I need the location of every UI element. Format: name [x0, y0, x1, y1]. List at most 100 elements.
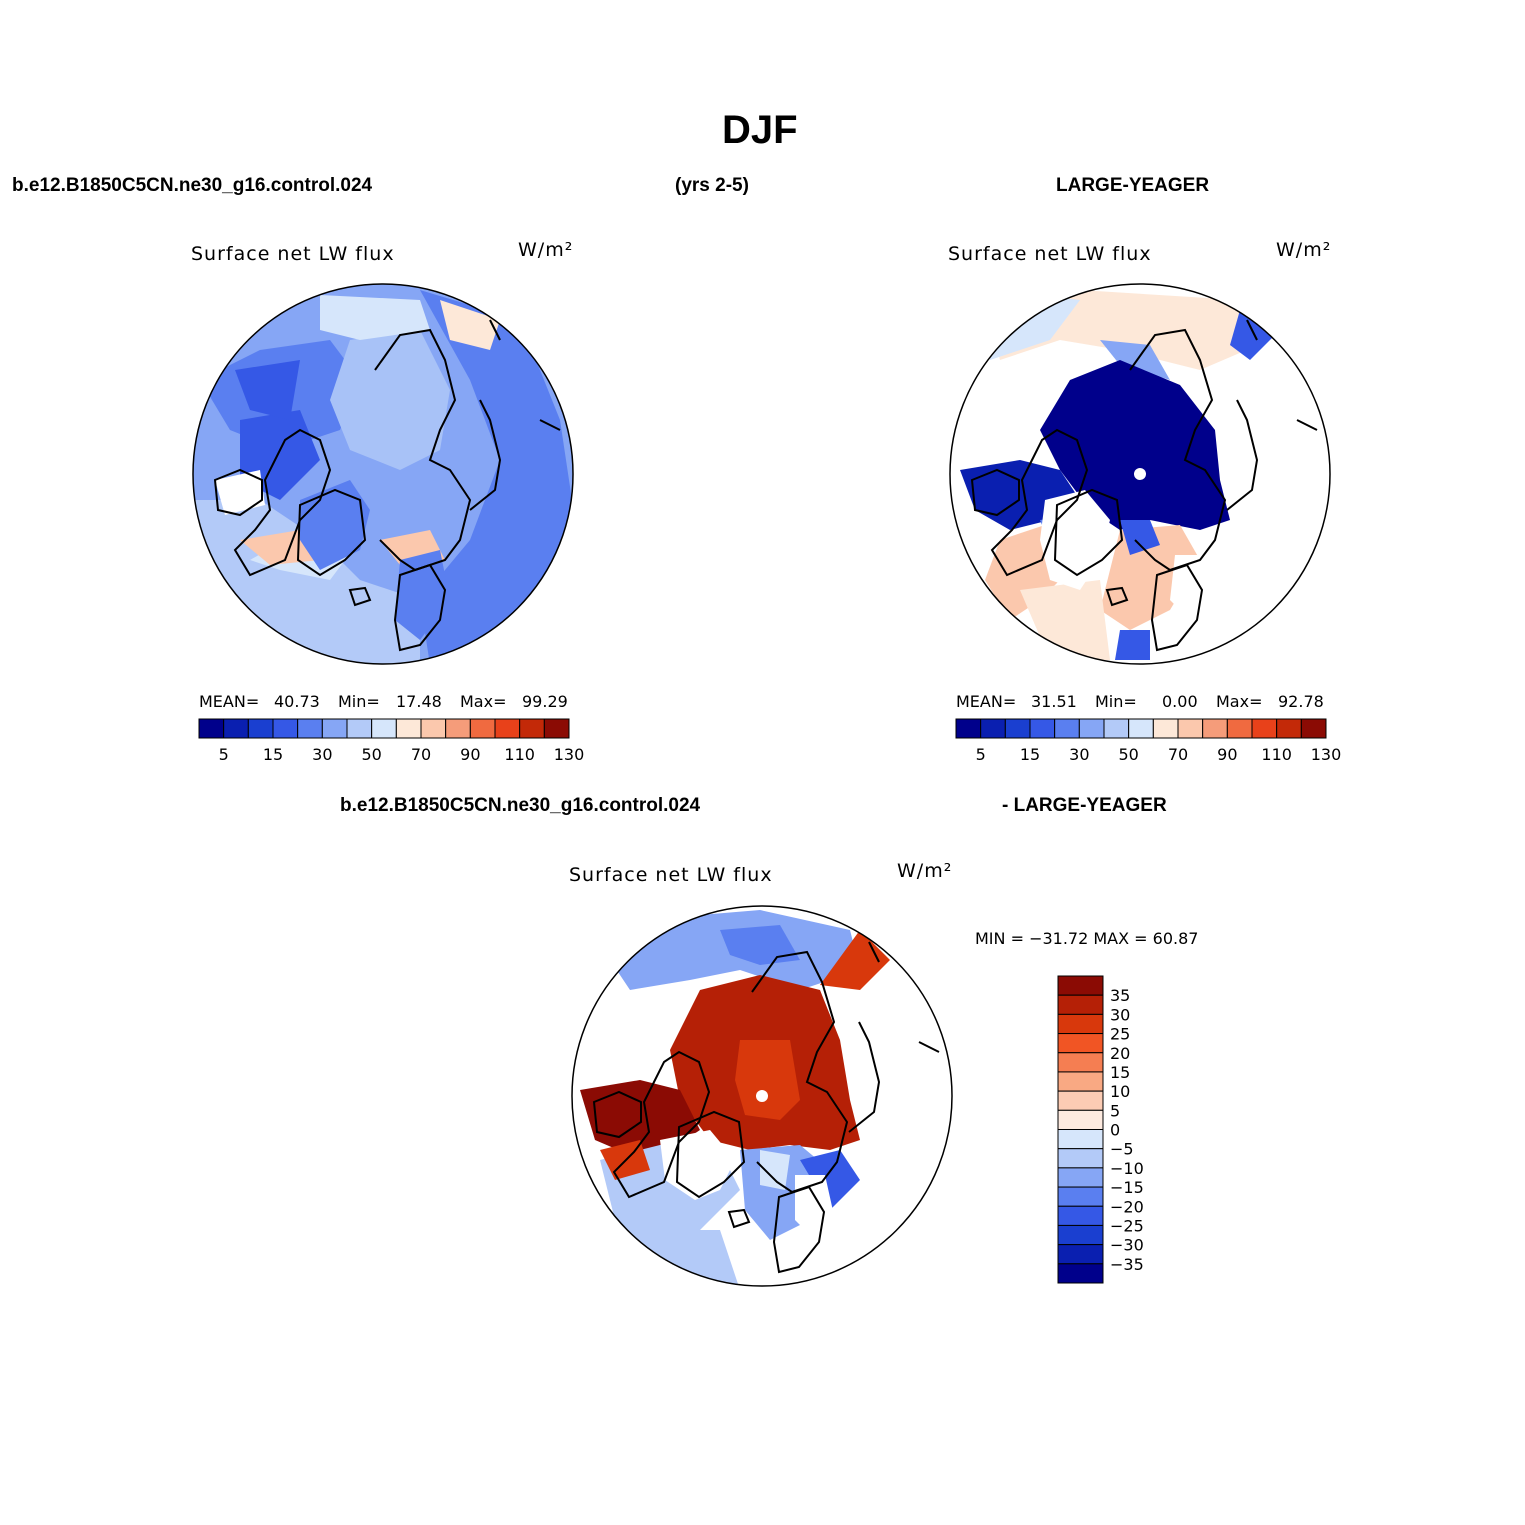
panel2-colorbar-box: [1128, 718, 1154, 739]
panel1-colorbar-box: [469, 718, 496, 739]
panel1-colorbar-box: [297, 718, 323, 739]
panel2-colorbar-box: [1078, 718, 1105, 739]
panel2-min-value: 0.00: [1162, 692, 1198, 711]
panel2-colorbar-box: [1226, 718, 1253, 739]
panel1-colorbar-box: [223, 718, 249, 739]
panel3-colorbar-tick-label: 15: [1110, 1063, 1130, 1082]
panel3-colorbar-box: [1057, 1071, 1104, 1092]
panel2-colorbar-tick-label: 15: [1020, 745, 1040, 764]
panel1-colorbar-tick-label: 50: [361, 745, 381, 764]
panel1-variable-label: Surface net LW flux: [191, 243, 395, 265]
panel3-colorbar-box: [1057, 1013, 1104, 1035]
panel2-colorbar-box: [1029, 718, 1056, 739]
panel3-colorbar-box: [1057, 1186, 1104, 1207]
panel3-colorbar-tick-label: 30: [1110, 1005, 1130, 1024]
panel3-colorbar-tick-label: 20: [1110, 1044, 1130, 1063]
panel1-colorbar-tick-label: 30: [312, 745, 332, 764]
panel3-variable-label: Surface net LW flux: [569, 864, 773, 886]
panel2-min-label: Min=: [1095, 692, 1137, 711]
panel2-pole-marker: [1134, 468, 1146, 480]
panel1-colorbar-box: [519, 718, 545, 739]
panel2-colorbar-tick-label: 90: [1217, 745, 1237, 764]
panel2-colorbar-tick-label: 30: [1069, 745, 1089, 764]
panel2-colorbar-box: [1054, 718, 1080, 739]
panel2-colorbar-tick-label: 130: [1311, 745, 1342, 764]
panel3-colorbar-tick-label: −30: [1110, 1236, 1144, 1255]
panel3-colorbar-box: [1057, 1052, 1104, 1073]
panel3-colorbar-tick-label: −20: [1110, 1197, 1144, 1216]
diff-case-header: b.e12.B1850C5CN.ne30_g16.control.024: [340, 795, 701, 816]
panel3-colorbar-tick-label: −15: [1110, 1178, 1144, 1197]
panel1-units-label: W/m²: [518, 239, 574, 261]
panel1-max-label: Max=: [460, 692, 507, 711]
panel2-colorbar-box: [1251, 718, 1278, 739]
panel1-colorbar-tick-label: 5: [219, 745, 229, 764]
panel1-map-border: [192, 283, 574, 665]
panel2-colorbar: 5 15 30 50 70 90 110 130: [955, 718, 1342, 764]
panel2-mean-label: MEAN=: [956, 692, 1017, 711]
panel2-colorbar-box: [1103, 718, 1130, 739]
panel1-colorbar-tick-label: 15: [263, 745, 283, 764]
panel2-colorbar-box: [955, 718, 982, 739]
panel1-colorbar-box: [395, 718, 422, 739]
panel2-colorbar-box: [980, 718, 1006, 739]
panel1-colorbar-box: [272, 718, 299, 739]
panel1-colorbar-tick-label: 70: [411, 745, 431, 764]
diff-obs-header: - LARGE-YEAGER: [1002, 795, 1167, 816]
panel2-map-border: [949, 283, 1331, 665]
panel3-colorbar-box: [1057, 1205, 1104, 1226]
panel1-coastlines: [213, 319, 561, 652]
panel2-colorbar-tick-label: 110: [1261, 745, 1292, 764]
panel3-units-label: W/m²: [897, 860, 953, 882]
panel1-max-value: 99.29: [522, 692, 568, 711]
panel1-colorbar-box: [543, 718, 570, 739]
panel1-colorbar: 5 15 30 50 70 90 110 130: [198, 718, 584, 764]
panel2-colorbar-box: [1276, 718, 1302, 739]
obs-name-header: LARGE-YEAGER: [1056, 175, 1210, 196]
panel2-colorbar-box: [1202, 718, 1228, 739]
panel1-colorbar-box: [445, 718, 471, 739]
panel1-min-label: Min=: [338, 692, 380, 711]
panel3-colorbar-tick-label: −35: [1110, 1255, 1144, 1274]
panel2-coastlines: [970, 319, 1318, 652]
panel1-colorbar-box: [420, 718, 447, 739]
panel2-colorbar-box: [1177, 718, 1204, 739]
panel1-colorbar-box: [198, 718, 225, 739]
panel2-mean-value: 31.51: [1031, 692, 1077, 711]
panel2-colorbar-tick-label: 70: [1168, 745, 1188, 764]
panel2-colorbar-box: [1300, 718, 1327, 739]
case-name-header: b.e12.B1850C5CN.ne30_g16.control.024: [12, 175, 373, 196]
panel3-colorbar-box: [1057, 975, 1104, 996]
panel1-colorbar-box: [371, 718, 397, 739]
panel1-mean-label: MEAN=: [199, 692, 260, 711]
panel1-colorbar-box: [247, 718, 274, 739]
panel1-colorbar-box: [321, 718, 348, 739]
panel2-colorbar-tick-label: 5: [976, 745, 986, 764]
panel3-colorbar-box: [1057, 1129, 1104, 1150]
panel3-colorbar-box: [1057, 1167, 1104, 1188]
panel3-colorbar-tick-label: −10: [1110, 1159, 1144, 1178]
panel3-colorbar-tick-label: 10: [1110, 1082, 1130, 1101]
panel3-colorbar-box: [1057, 1263, 1104, 1284]
panel2-units-label: W/m²: [1276, 239, 1332, 261]
panel3-colorbar-box: [1057, 1244, 1104, 1265]
panel2-colorbar-tick-label: 50: [1118, 745, 1138, 764]
panel3-colorbar-box: [1057, 994, 1104, 1015]
panel1-mean-value: 40.73: [274, 692, 320, 711]
panel3-pole-marker: [756, 1090, 768, 1102]
panel3-map-border: [571, 905, 953, 1287]
panel3-colorbar-box: [1057, 1033, 1104, 1054]
panel3-coastlines: [592, 941, 940, 1274]
panel3-colorbar-tick-label: 35: [1110, 986, 1130, 1005]
panel2-colorbar-box: [1004, 718, 1031, 739]
panel1-colorbar-box: [494, 718, 521, 739]
panel3-colorbar-tick-label: 25: [1110, 1025, 1130, 1044]
figure-title: DJF: [722, 108, 798, 152]
years-header: (yrs 2-5): [675, 175, 749, 196]
panel1-colorbar-tick-label: 110: [504, 745, 535, 764]
panel3-colorbar-box: [1057, 1224, 1104, 1246]
panel3-colorbar-box: [1057, 1090, 1104, 1111]
panel3-colorbar-tick-label: −5: [1110, 1140, 1134, 1159]
panel3-colorbar-box: [1057, 1109, 1104, 1130]
